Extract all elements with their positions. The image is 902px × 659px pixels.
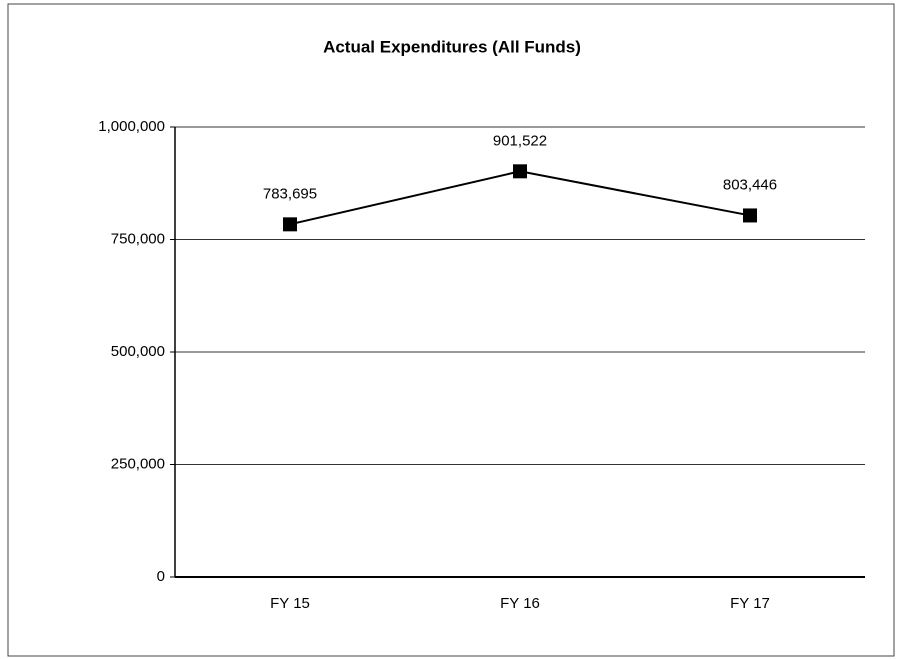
y-tick-label: 1,000,000: [98, 118, 165, 135]
chart-frame: [7, 3, 895, 657]
y-tick-label: 250,000: [111, 455, 165, 472]
value-label: 901,522: [493, 132, 547, 149]
x-tick-label: FY 17: [730, 595, 770, 612]
marker: [283, 217, 297, 232]
x-tick-label: FY 15: [270, 595, 310, 612]
value-label: 783,695: [263, 185, 317, 202]
value-label: 803,446: [723, 176, 777, 193]
chart-title: Actual Expenditures (All Funds): [323, 37, 581, 56]
y-tick-label: 750,000: [111, 230, 165, 247]
y-tick-label: 500,000: [111, 343, 165, 360]
line-series: [289, 170, 751, 226]
marker: [743, 208, 757, 223]
marker: [513, 164, 527, 179]
y-tick-label: 0: [157, 568, 165, 585]
x-tick-label: FY 16: [500, 595, 540, 612]
